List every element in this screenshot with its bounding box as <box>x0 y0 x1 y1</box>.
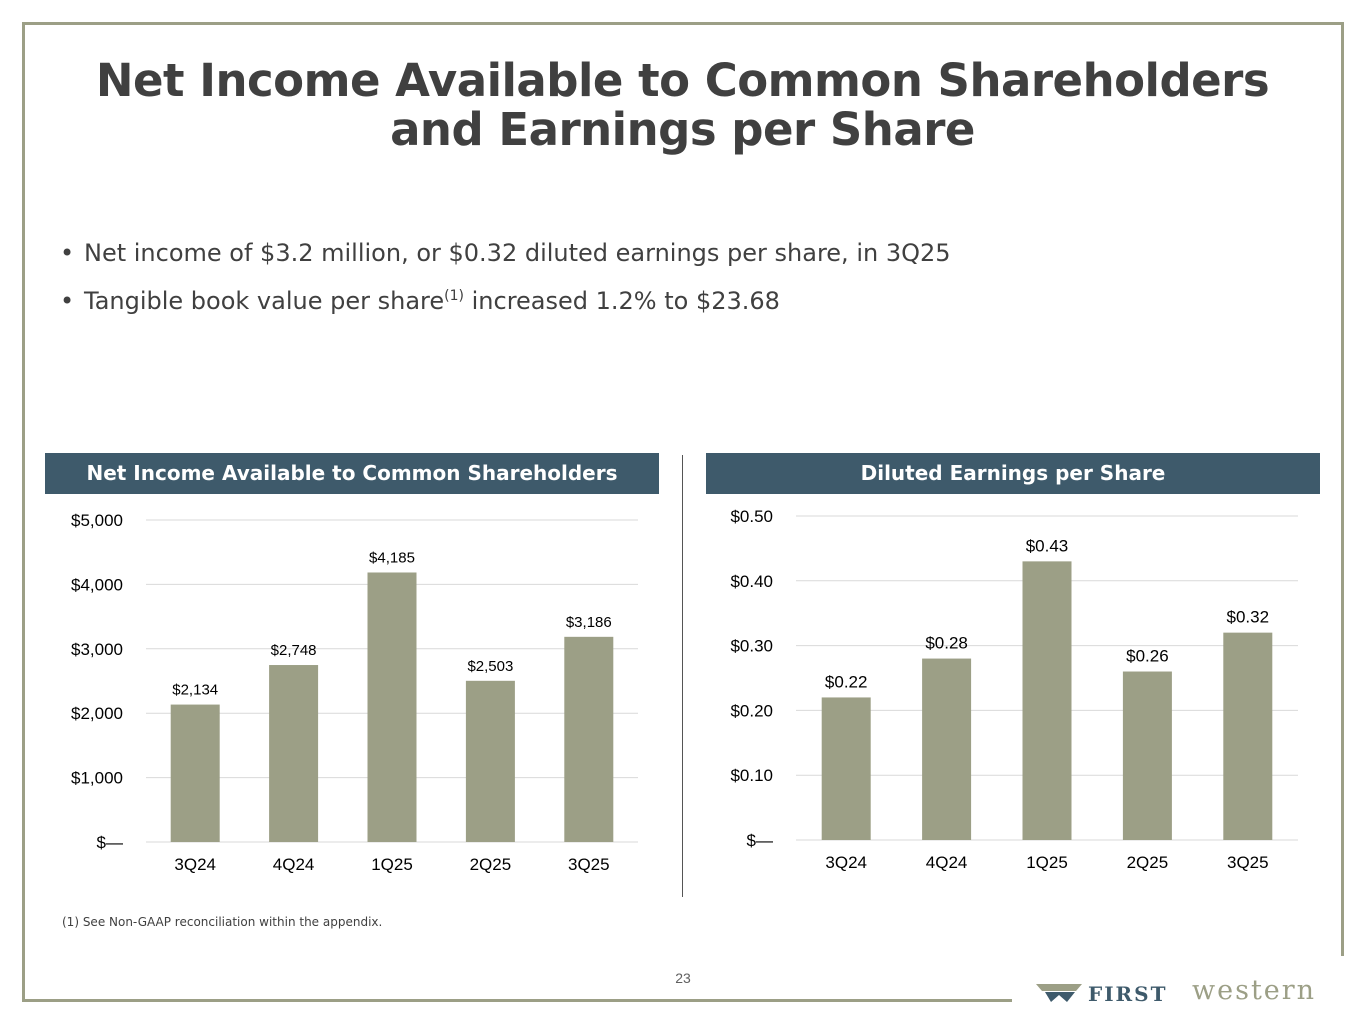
net-income-value-label: $2,503 <box>467 658 513 675</box>
eps-bar <box>1223 632 1273 840</box>
net-income-bar <box>465 680 515 842</box>
frame-top-border <box>22 22 1344 25</box>
logo-western-text: western <box>1192 975 1317 1006</box>
bullet-icon: • <box>60 239 75 267</box>
net-income-x-tick-label: 3Q25 <box>568 855 610 874</box>
footnote-marker: (1) <box>444 288 464 304</box>
logo-w-icon <box>1036 984 1082 1002</box>
net-income-chart-header: Net Income Available to Common Sharehold… <box>45 453 659 494</box>
net-income-bar <box>269 665 319 842</box>
eps-x-tick-label: 3Q25 <box>1227 853 1269 872</box>
eps-x-tick-label: 2Q25 <box>1127 853 1169 872</box>
net-income-x-tick-label: 4Q24 <box>273 855 315 874</box>
page-title: Net Income Available to Common Sharehold… <box>95 54 1270 156</box>
frame-bottom-border <box>22 999 1012 1002</box>
eps-chart-header: Diluted Earnings per Share <box>706 453 1320 494</box>
bullet-icon: • <box>60 287 75 315</box>
eps-y-tick-label: $0.10 <box>730 766 773 785</box>
net-income-y-tick-label: $2,000 <box>71 704 123 723</box>
eps-bar <box>821 697 871 840</box>
eps-y-tick-label: $0.30 <box>730 637 773 656</box>
net-income-value-label: $2,134 <box>172 682 218 699</box>
eps-y-tick-label: $— <box>747 831 773 850</box>
net-income-x-tick-label: 2Q25 <box>470 855 512 874</box>
bullet-item: • Tangible book value per share(1) increa… <box>60 275 951 323</box>
eps-bar <box>922 658 972 840</box>
bullet-text-start: Tangible book value per share <box>84 287 445 315</box>
frame-right-border <box>1341 22 1344 956</box>
net-income-bar <box>564 636 614 842</box>
eps-y-tick-label: $0.40 <box>730 572 773 591</box>
eps-bar <box>1122 671 1172 840</box>
eps-x-tick-label: 3Q24 <box>825 853 867 872</box>
net-income-bar <box>367 572 417 842</box>
company-logo: FIRST western <box>1036 975 1346 1007</box>
panel-divider <box>682 455 683 897</box>
net-income-x-tick-label: 3Q24 <box>174 855 216 874</box>
net-income-y-tick-label: $5,000 <box>71 511 123 530</box>
eps-value-label: $0.22 <box>825 672 868 691</box>
net-income-y-tick-label: $— <box>97 833 123 852</box>
net-income-y-tick-label: $3,000 <box>71 640 123 659</box>
net-income-value-label: $3,186 <box>566 614 612 631</box>
footnote: (1) See Non-GAAP reconciliation within t… <box>62 915 383 929</box>
bullet-text-end: increased 1.2% to $23.68 <box>463 287 780 315</box>
bullet-list: • Net income of $3.2 million, or $0.32 di… <box>60 232 951 323</box>
net-income-value-label: $4,185 <box>369 549 415 566</box>
eps-value-label: $0.32 <box>1227 608 1270 627</box>
page-number: 23 <box>675 970 691 986</box>
eps-y-tick-label: $0.20 <box>730 701 773 720</box>
net-income-x-tick-label: 1Q25 <box>371 855 413 874</box>
eps-value-label: $0.26 <box>1126 647 1169 666</box>
bullet-item: • Net income of $3.2 million, or $0.32 di… <box>60 232 951 275</box>
net-income-bar <box>170 704 220 842</box>
frame-left-border <box>22 22 25 1002</box>
net-income-y-tick-label: $1,000 <box>71 769 123 788</box>
eps-bar <box>1022 561 1072 840</box>
eps-x-tick-label: 4Q24 <box>926 853 968 872</box>
bullet-text: Net income of $3.2 million, or $0.32 dil… <box>84 239 951 267</box>
net-income-y-tick-label: $4,000 <box>71 575 123 594</box>
eps-x-tick-label: 1Q25 <box>1026 853 1068 872</box>
eps-value-label: $0.43 <box>1026 536 1069 555</box>
net-income-value-label: $2,748 <box>271 642 317 659</box>
logo-first-text: FIRST <box>1088 982 1168 1006</box>
eps-value-label: $0.28 <box>925 634 968 653</box>
eps-y-tick-label: $0.50 <box>730 507 773 526</box>
